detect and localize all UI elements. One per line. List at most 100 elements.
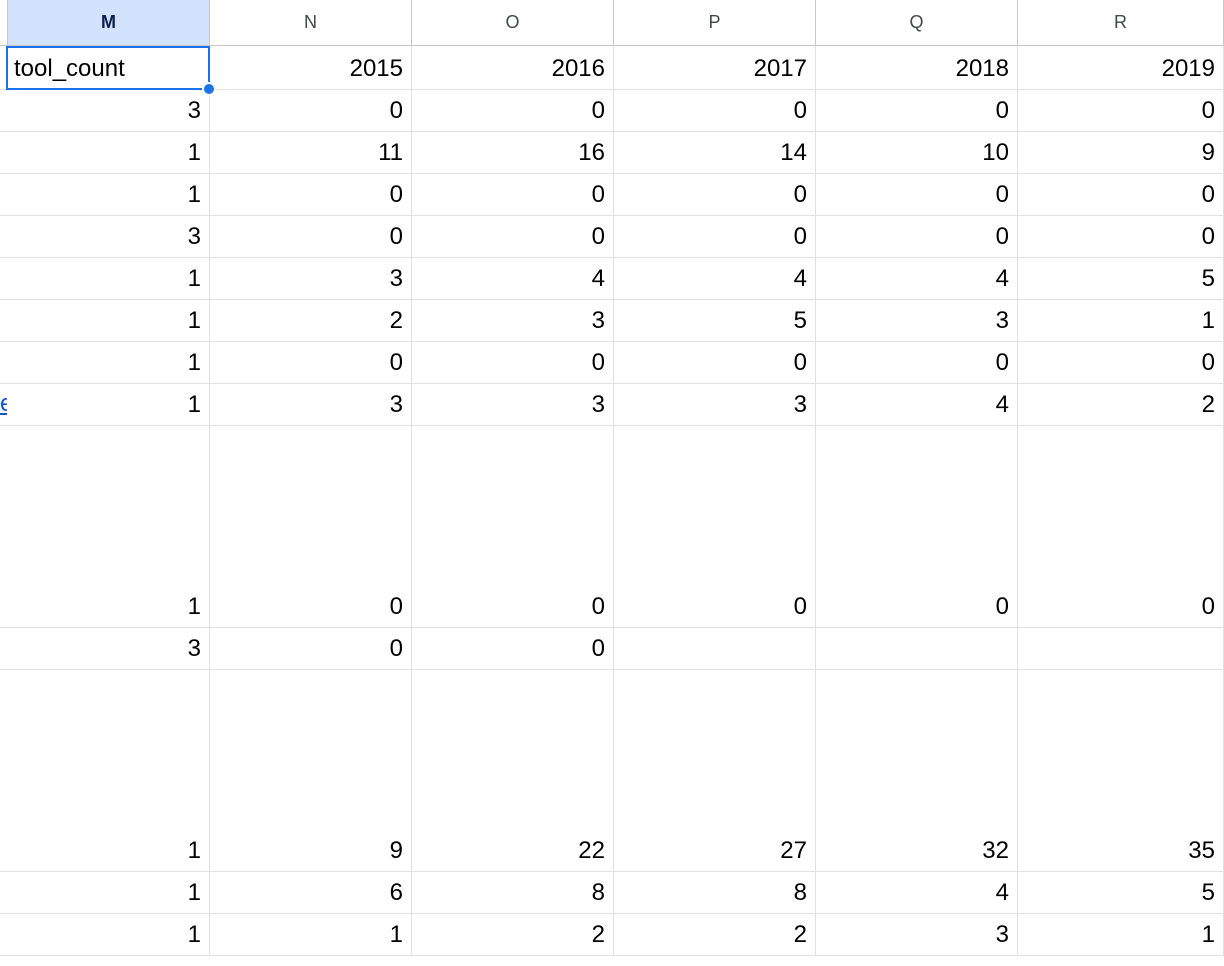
data-cell[interactable]: 0 <box>1018 90 1224 132</box>
header-cell[interactable]: 2017 <box>614 46 816 90</box>
data-cell[interactable]: 27 <box>614 670 816 872</box>
data-cell[interactable]: 4 <box>412 258 614 300</box>
data-cell[interactable]: 0 <box>412 174 614 216</box>
data-cell[interactable]: 0 <box>816 174 1018 216</box>
data-cell[interactable]: 3 <box>8 90 210 132</box>
data-cell[interactable]: 4 <box>816 872 1018 914</box>
data-cell[interactable]: 0 <box>816 426 1018 628</box>
header-cell[interactable]: 2016 <box>412 46 614 90</box>
data-cell[interactable]: 0 <box>614 174 816 216</box>
column-header-r[interactable]: R <box>1018 0 1224 46</box>
data-cell[interactable]: 0 <box>412 90 614 132</box>
data-cell[interactable]: 0 <box>1018 216 1224 258</box>
data-cell[interactable]: 3 <box>816 914 1018 956</box>
header-cell[interactable]: 2015 <box>210 46 412 90</box>
data-cell[interactable]: 5 <box>614 300 816 342</box>
data-cell[interactable]: 0 <box>614 426 816 628</box>
row-stub <box>0 300 8 342</box>
data-cell[interactable]: 3 <box>614 384 816 426</box>
data-cell[interactable]: 5 <box>1018 872 1224 914</box>
data-cell[interactable]: 4 <box>816 258 1018 300</box>
data-cell[interactable] <box>614 628 816 670</box>
column-header-o[interactable]: O <box>412 0 614 46</box>
data-cell[interactable]: 1 <box>8 174 210 216</box>
row-header-stub <box>0 0 8 46</box>
data-cell[interactable]: 0 <box>210 628 412 670</box>
row-stub <box>0 258 8 300</box>
data-cell[interactable]: 1 <box>8 300 210 342</box>
data-cell[interactable]: 0 <box>614 342 816 384</box>
row-stub <box>0 670 8 872</box>
data-cell[interactable]: 1 <box>210 914 412 956</box>
row-stub <box>0 426 8 628</box>
data-cell[interactable]: 11 <box>210 132 412 174</box>
data-cell[interactable]: 0 <box>412 216 614 258</box>
data-cell[interactable]: 2 <box>1018 384 1224 426</box>
data-cell[interactable]: 0 <box>210 216 412 258</box>
data-cell[interactable]: 0 <box>1018 174 1224 216</box>
header-cell[interactable]: 2019 <box>1018 46 1224 90</box>
data-cell[interactable] <box>1018 628 1224 670</box>
data-cell[interactable]: 0 <box>412 342 614 384</box>
data-cell[interactable]: 3 <box>8 216 210 258</box>
data-cell[interactable]: 1 <box>8 426 210 628</box>
data-cell[interactable]: 0 <box>816 216 1018 258</box>
data-cell[interactable]: 0 <box>614 216 816 258</box>
data-cell[interactable]: 8 <box>412 872 614 914</box>
data-cell[interactable]: 0 <box>1018 426 1224 628</box>
data-cell[interactable]: 9 <box>210 670 412 872</box>
data-cell[interactable]: 35 <box>1018 670 1224 872</box>
data-cell[interactable]: 2 <box>614 914 816 956</box>
data-cell[interactable]: 1 <box>1018 300 1224 342</box>
data-cell[interactable]: 3 <box>8 628 210 670</box>
data-cell[interactable]: 0 <box>816 90 1018 132</box>
data-cell[interactable]: 0 <box>210 90 412 132</box>
data-cell[interactable]: 3 <box>412 300 614 342</box>
data-cell[interactable]: 3 <box>210 384 412 426</box>
column-header-m[interactable]: M <box>8 0 210 46</box>
data-cell[interactable]: 14 <box>614 132 816 174</box>
data-cell[interactable]: 8 <box>614 872 816 914</box>
data-cell[interactable] <box>816 628 1018 670</box>
data-cell[interactable]: 4 <box>816 384 1018 426</box>
header-cell[interactable]: tool_count <box>8 46 210 90</box>
data-cell[interactable]: 1 <box>8 872 210 914</box>
truncated-link-cell[interactable]: e <box>0 390 7 417</box>
data-cell[interactable]: 0 <box>816 342 1018 384</box>
data-cell[interactable]: 1 <box>8 132 210 174</box>
data-cell[interactable]: 3 <box>412 384 614 426</box>
data-cell[interactable]: 3 <box>210 258 412 300</box>
row-stub <box>0 384 8 426</box>
data-cell[interactable]: 1 <box>8 342 210 384</box>
row-stub <box>0 216 8 258</box>
data-cell[interactable]: 0 <box>412 426 614 628</box>
data-cell[interactable]: 0 <box>614 90 816 132</box>
column-header-n[interactable]: N <box>210 0 412 46</box>
data-cell[interactable]: 0 <box>412 628 614 670</box>
data-cell[interactable]: 10 <box>816 132 1018 174</box>
data-cell[interactable]: 0 <box>210 426 412 628</box>
data-cell[interactable]: 1 <box>1018 914 1224 956</box>
data-cell[interactable]: 22 <box>412 670 614 872</box>
data-cell[interactable]: 9 <box>1018 132 1224 174</box>
data-cell[interactable]: 1 <box>8 670 210 872</box>
data-cell[interactable]: 3 <box>816 300 1018 342</box>
header-cell[interactable]: 2018 <box>816 46 1018 90</box>
data-cell[interactable]: 0 <box>210 342 412 384</box>
data-cell[interactable]: 1 <box>8 384 210 426</box>
data-cell[interactable]: 16 <box>412 132 614 174</box>
data-cell[interactable]: 5 <box>1018 258 1224 300</box>
data-cell[interactable]: 2 <box>412 914 614 956</box>
data-cell[interactable]: 4 <box>614 258 816 300</box>
data-cell[interactable]: 2 <box>210 300 412 342</box>
row-stub <box>0 914 8 956</box>
fill-handle[interactable] <box>202 82 216 96</box>
column-header-p[interactable]: P <box>614 0 816 46</box>
data-cell[interactable]: 1 <box>8 914 210 956</box>
data-cell[interactable]: 1 <box>8 258 210 300</box>
data-cell[interactable]: 6 <box>210 872 412 914</box>
data-cell[interactable]: 0 <box>210 174 412 216</box>
data-cell[interactable]: 32 <box>816 670 1018 872</box>
column-header-q[interactable]: Q <box>816 0 1018 46</box>
data-cell[interactable]: 0 <box>1018 342 1224 384</box>
